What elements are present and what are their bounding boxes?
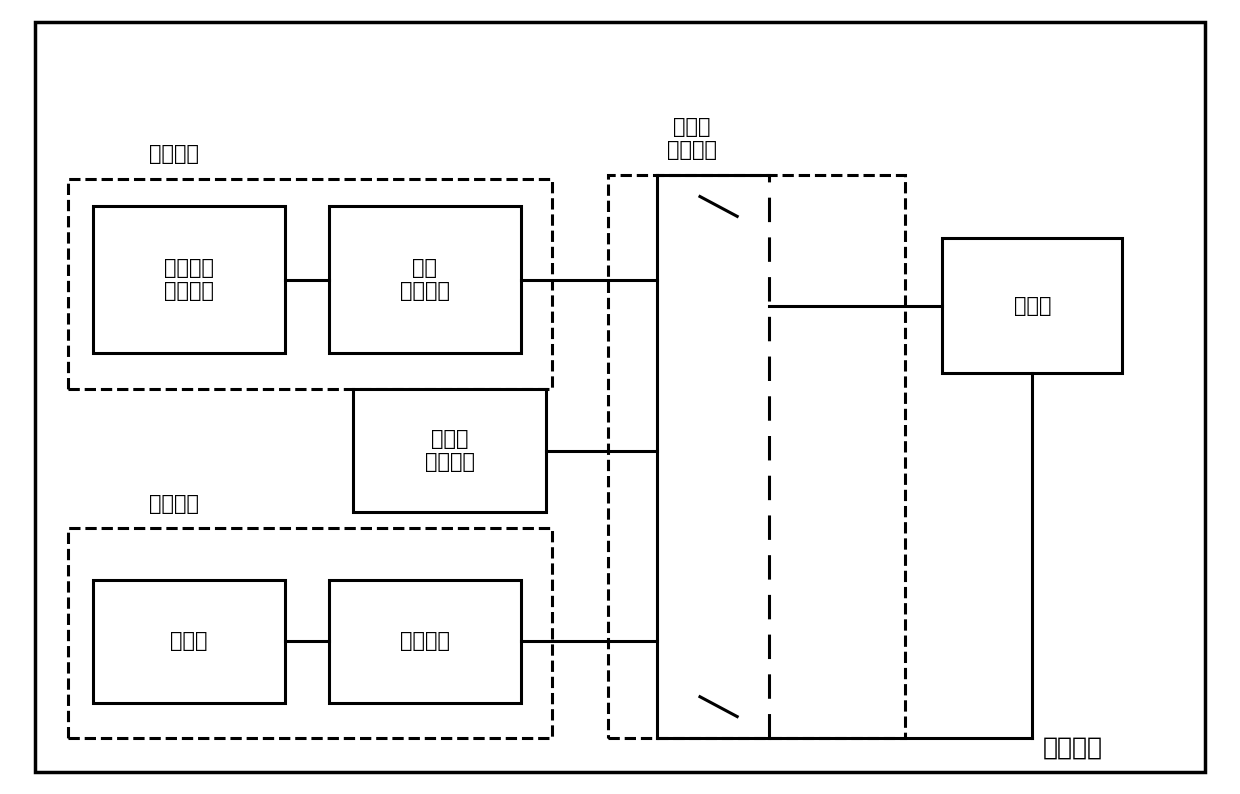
FancyBboxPatch shape: [608, 175, 905, 738]
Text: 采样电路: 采样电路: [399, 631, 450, 651]
Text: 理疗装置: 理疗装置: [1043, 736, 1102, 760]
FancyBboxPatch shape: [35, 22, 1205, 772]
FancyBboxPatch shape: [329, 580, 521, 703]
Text: 直流可调
稳压电源: 直流可调 稳压电源: [164, 258, 215, 302]
FancyBboxPatch shape: [93, 580, 285, 703]
Text: 放电单元: 放电单元: [149, 494, 198, 514]
Text: 充电单元: 充电单元: [149, 145, 198, 164]
FancyBboxPatch shape: [68, 528, 552, 738]
Text: 电容器: 电容器: [1013, 295, 1052, 316]
FancyBboxPatch shape: [353, 389, 546, 512]
Text: 导电体: 导电体: [170, 631, 208, 651]
FancyBboxPatch shape: [942, 238, 1122, 373]
Text: 方波
振荡电路: 方波 振荡电路: [399, 258, 450, 302]
Text: 充放电
转换单元: 充放电 转换单元: [667, 118, 717, 160]
FancyBboxPatch shape: [93, 206, 285, 353]
Text: 充放电
控制单元: 充放电 控制单元: [424, 429, 475, 472]
FancyBboxPatch shape: [329, 206, 521, 353]
FancyBboxPatch shape: [68, 179, 552, 389]
